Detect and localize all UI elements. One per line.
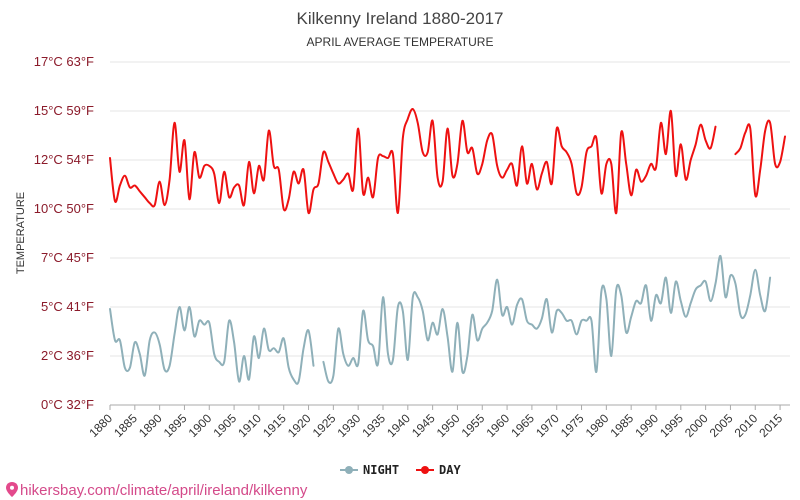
location-pin-icon xyxy=(6,482,18,497)
watermark[interactable]: hikersbay.com/climate/april/ireland/kilk… xyxy=(6,482,308,499)
series-line-day xyxy=(109,108,717,215)
series-line-night xyxy=(322,254,772,384)
x-tick-label: 1915 xyxy=(260,411,289,440)
x-tick-label: 1950 xyxy=(434,411,463,440)
legend-night-label: NIGHT xyxy=(363,463,399,477)
x-tick-label: 1985 xyxy=(608,411,637,440)
x-tick-label: 2000 xyxy=(682,411,711,440)
chart-subtitle: APRIL AVERAGE TEMPERATURE xyxy=(307,35,494,49)
x-tick-label: 1895 xyxy=(161,411,190,440)
x-tick-label: 1880 xyxy=(86,411,115,440)
x-tick-label: 1960 xyxy=(483,411,512,440)
x-tick-label: 1900 xyxy=(186,411,215,440)
series-line-night xyxy=(109,305,315,385)
legend-item-day[interactable]: DAY xyxy=(416,463,461,477)
x-tick-label: 1980 xyxy=(583,411,612,440)
series-day xyxy=(109,108,786,215)
y-tick-label: 17°C 63°F xyxy=(34,54,94,69)
x-tick-label: 1955 xyxy=(459,411,488,440)
x-tick-label: 1925 xyxy=(310,411,339,440)
x-tick-label: 1930 xyxy=(335,411,364,440)
x-tick-label: 1965 xyxy=(508,411,537,440)
x-axis-ticks: 1880188518901895190019051910191519201925… xyxy=(86,405,785,440)
y-axis-ticks: 0°C 32°F 2°C 36°F 5°C 41°F 7°C 45°F 10°C 50°… xyxy=(34,54,94,412)
y-tick-label: 5°C 41°F xyxy=(41,299,94,314)
x-tick-label: 1990 xyxy=(632,411,661,440)
legend-night-marker xyxy=(345,466,353,474)
series-line-day xyxy=(734,119,786,198)
x-tick-label: 1970 xyxy=(533,411,562,440)
y-tick-label: 2°C 36°F xyxy=(41,348,94,363)
x-tick-label: 1890 xyxy=(136,411,165,440)
x-tick-label: 2015 xyxy=(756,411,785,440)
x-tick-label: 2010 xyxy=(732,411,761,440)
x-tick-label: 1995 xyxy=(657,411,686,440)
x-tick-label: 1945 xyxy=(409,411,438,440)
y-tick-label: 0°C 32°F xyxy=(41,397,94,412)
x-tick-label: 1905 xyxy=(210,411,239,440)
y-tick-label: 12°C 54°F xyxy=(34,152,94,167)
legend-item-night[interactable]: NIGHT xyxy=(340,463,399,477)
chart-title: Kilkenny Ireland 1880-2017 xyxy=(297,9,504,28)
x-tick-label: 1975 xyxy=(558,411,587,440)
legend-day-marker xyxy=(421,466,429,474)
legend: NIGHT DAY xyxy=(340,463,461,477)
x-tick-label: 1935 xyxy=(359,411,388,440)
y-axis-title: TEMPERATURE xyxy=(15,192,27,274)
x-tick-label: 1920 xyxy=(285,411,314,440)
x-tick-label: 1885 xyxy=(111,411,140,440)
legend-day-label: DAY xyxy=(439,463,461,477)
x-tick-label: 2005 xyxy=(707,411,736,440)
series-night xyxy=(109,254,772,385)
y-tick-label: 7°C 45°F xyxy=(41,250,94,265)
x-tick-label: 1940 xyxy=(384,411,413,440)
x-tick-label: 1910 xyxy=(235,411,264,440)
y-tick-label: 15°C 59°F xyxy=(34,103,94,118)
y-tick-label: 10°C 50°F xyxy=(34,201,94,216)
watermark-text: hikersbay.com/climate/april/ireland/kilk… xyxy=(20,482,308,499)
series-layer xyxy=(109,108,786,385)
